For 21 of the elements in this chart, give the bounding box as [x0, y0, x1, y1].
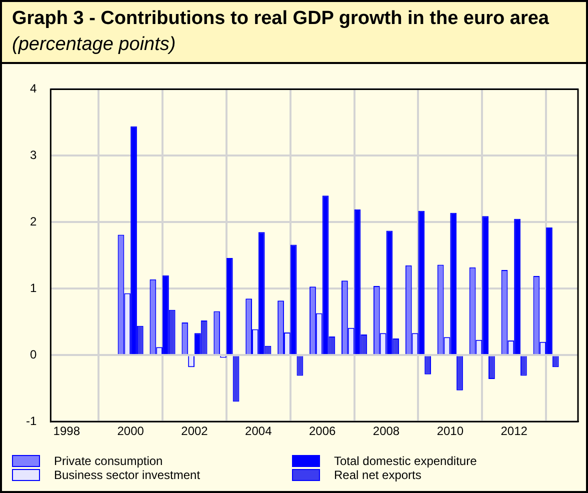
chart-title: Graph 3 - Contributions to real GDP growth in the euro area — [12, 8, 549, 29]
y-tick-label: 2 — [30, 214, 37, 228]
x-tick-label: 2000 — [117, 424, 144, 438]
x-tick-label: 2006 — [308, 424, 336, 438]
x-tick-label: 2010 — [436, 424, 464, 438]
legend-label: Business sector investment — [54, 468, 200, 482]
x-tick-label: 2008 — [372, 424, 400, 438]
legend-label: Private consumption — [54, 454, 163, 468]
y-tick-label: 3 — [30, 148, 37, 162]
chart-subtitle: (percentage points) — [12, 34, 176, 55]
y-tick-label: -1 — [26, 414, 37, 428]
x-tick-label: 2012 — [500, 424, 528, 438]
y-tick-label: 4 — [30, 82, 37, 96]
y-tick-label: 0 — [30, 347, 37, 362]
x-tick-label: 2004 — [245, 424, 272, 438]
y-tick-label: 1 — [30, 280, 37, 295]
x-tick-label: 1998 — [53, 424, 80, 438]
x-tick-label: 2002 — [181, 424, 208, 438]
legend-label: Real net exports — [334, 468, 422, 482]
legend-label: Total domestic expenditure — [334, 454, 477, 468]
bar — [226, 258, 233, 354]
